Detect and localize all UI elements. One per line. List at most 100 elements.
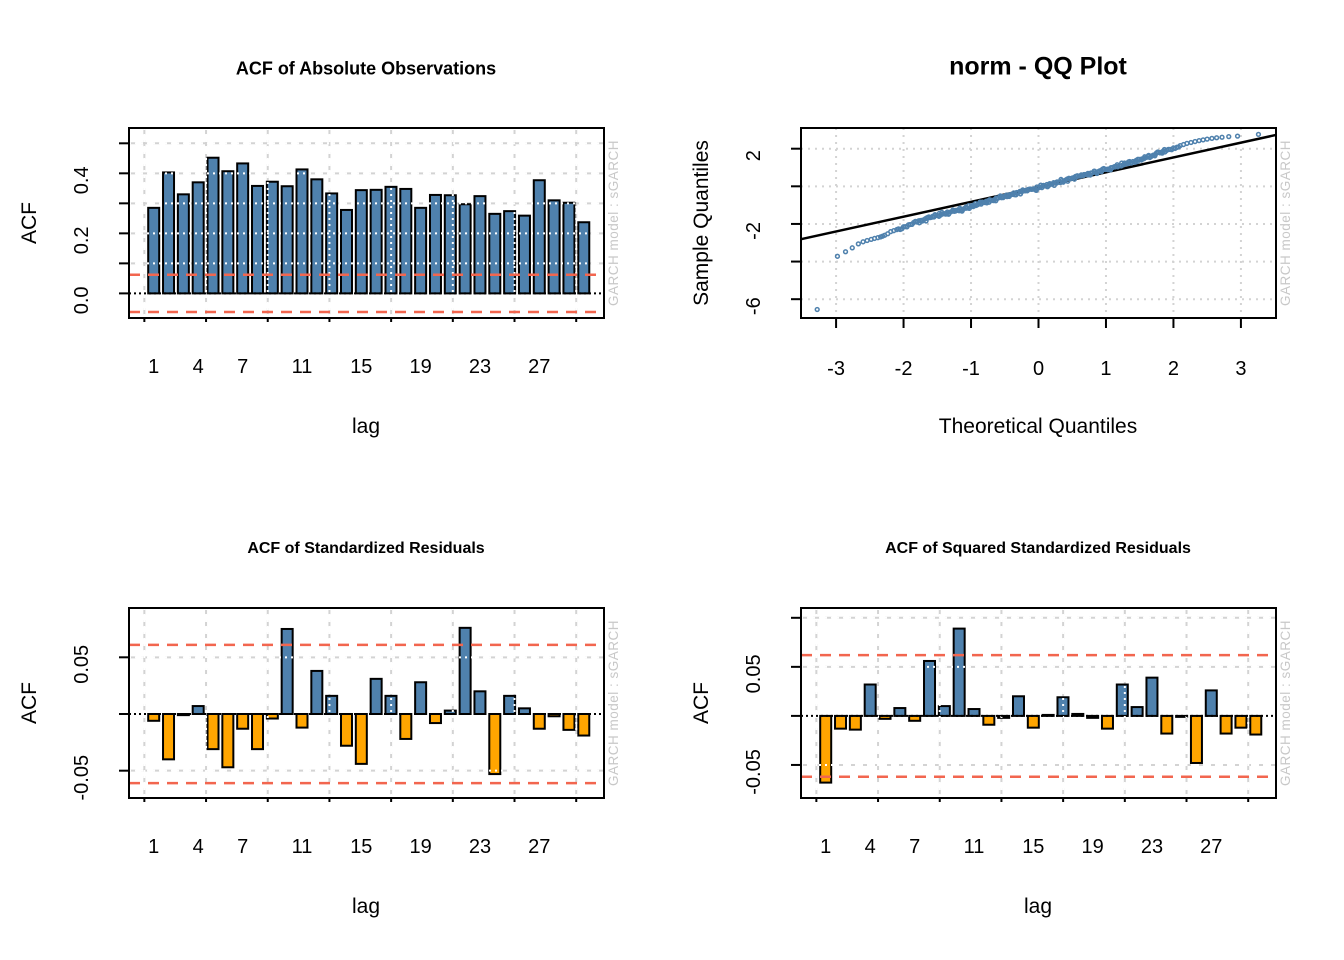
plot-box	[128, 127, 605, 319]
plot-title: norm - QQ Plot	[949, 52, 1127, 81]
acf-bar-lag-13	[325, 192, 339, 295]
qq-point	[1219, 134, 1225, 140]
x-axis-title: lag	[351, 895, 381, 918]
acf-standardized-residuals-plot: 0.05 -0.05 1 4 7 11 15 19 23 27 GARCH model : sGAR…	[71, 607, 621, 858]
qq-point	[1204, 136, 1210, 142]
acf-bar-lag-23	[473, 690, 487, 715]
acf-absolute-observations-plot: 0.0 0.2 0.4 1 4 7 11 15 19 23 27 GARCH model : sGAR…	[71, 127, 621, 378]
acf-bar-lag-11	[967, 708, 981, 717]
acf-bar-lag-4	[863, 683, 877, 717]
acf-bar-lag-16	[369, 677, 383, 715]
acf-bar-lag-15	[354, 189, 368, 295]
acf-bar-lag-3	[176, 193, 190, 295]
qq-point	[1159, 150, 1165, 156]
y-axis-tick-label: 0.05	[71, 645, 93, 684]
acf-bar-lag-21	[443, 194, 457, 295]
acf-bar-lag-30	[577, 712, 591, 737]
x-axis-tick-label: 7	[909, 836, 920, 858]
acf-bar-lag-18	[399, 712, 413, 740]
x-axis-tick-label: 1	[1100, 358, 1111, 380]
acf-bar-lag-13	[325, 694, 339, 715]
acf-bar-lag-4	[191, 181, 205, 295]
x-axis-tick-label: 15	[1022, 836, 1044, 858]
watermark-text: GARCH model : sGARCH	[1278, 140, 1293, 306]
x-axis-tick-label: -2	[895, 358, 913, 380]
acf-bar-lag-15	[354, 712, 368, 765]
qq-point	[1213, 135, 1220, 141]
x-axis-tick-label: 1	[148, 836, 159, 858]
qq-point	[990, 197, 997, 204]
acf-bar-lag-16	[369, 188, 383, 295]
x-axis-tick-label: 4	[193, 356, 204, 378]
acf-bar-lag-3	[176, 712, 190, 717]
acf-bar-lag-1	[147, 206, 161, 295]
qq-point	[1184, 140, 1190, 147]
x-axis-tick-label: 7	[237, 836, 248, 858]
x-axis-tick-label: 23	[469, 356, 491, 378]
qq-outlier-point	[814, 306, 820, 313]
qq-point	[842, 249, 849, 255]
qq-point	[1196, 137, 1202, 144]
x-axis-tick-label: 11	[292, 356, 313, 378]
panel-acf-standardized-residuals: 0.05 -0.05 1 4 7 11 15 19 23 27 GARCH model : sGAR…	[0, 480, 672, 960]
plot-box	[128, 607, 605, 799]
x-axis-tick-label: 3	[1235, 358, 1246, 380]
acf-bar-lag-27	[532, 179, 546, 295]
acf-bar-lag-13	[997, 714, 1011, 719]
acf-bar-lag-5	[206, 712, 220, 751]
acf-bar-lag-10	[952, 627, 966, 717]
acf-bar-lag-14	[339, 208, 353, 295]
plot-box	[800, 607, 1277, 799]
acf-bar-lag-27	[532, 712, 546, 730]
acf-bar-lag-6	[893, 707, 907, 717]
x-axis-tick-label: 27	[528, 356, 550, 378]
acf-bar-lag-12	[310, 178, 324, 295]
acf-bar-lag-28	[547, 199, 561, 295]
qq-point	[1188, 139, 1194, 146]
y-axis-title: ACF	[690, 682, 713, 724]
acf-bar-lag-25	[503, 210, 517, 295]
y-axis-tick-label: -2	[743, 222, 765, 240]
y-axis-tick-label: 2	[743, 150, 765, 161]
acf-bar-lag-12	[310, 669, 324, 715]
qq-point	[1105, 167, 1111, 173]
y-axis-tick-label: -0.05	[743, 749, 765, 795]
y-axis-tick-label: 0.4	[71, 166, 93, 194]
plot-title: ACF of Squared Standardized Residuals	[885, 540, 1191, 557]
y-axis-tick-label: 0.2	[71, 226, 93, 254]
acf-bar-lag-5	[878, 714, 892, 720]
acf-bar-lag-29	[1234, 714, 1248, 729]
acf-bar-lag-21	[1115, 683, 1129, 717]
acf-bar-lag-23	[1145, 676, 1159, 717]
plot-title: ACF of Standardized Residuals	[247, 540, 485, 557]
acf-bar-lag-30	[1249, 714, 1263, 736]
x-axis-tick-label: 1	[820, 836, 831, 858]
acf-bar-lag-1	[147, 712, 161, 722]
qq-point	[1226, 134, 1232, 140]
qq-point	[1192, 138, 1198, 145]
panel-acf-absolute-observations: 0.0 0.2 0.4 1 4 7 11 15 19 23 27 GARCH model : sGAR…	[0, 0, 672, 480]
x-axis-tick-label: 19	[1082, 836, 1104, 858]
x-axis-tick-label: 2	[1168, 358, 1179, 380]
qq-point	[855, 241, 862, 247]
x-axis-tick-label: 23	[1141, 836, 1163, 858]
x-axis-tick-label: 11	[964, 836, 985, 858]
acf-bar-lag-29	[562, 201, 576, 295]
qq-point	[1234, 133, 1241, 139]
plot-title: ACF of Absolute Observations	[235, 58, 497, 79]
qq-point	[1255, 131, 1262, 138]
acf-bar-lag-2	[162, 712, 176, 761]
acf-bar-lag-28	[1219, 714, 1233, 735]
x-axis-title: lag	[1023, 895, 1053, 918]
y-axis-title: Sample Quantiles	[690, 140, 713, 306]
x-axis-tick-label: 23	[469, 836, 491, 858]
x-axis-tick-label: 27	[528, 836, 550, 858]
qq-point	[1209, 135, 1215, 141]
acf-bar-lag-19	[414, 206, 428, 295]
acf-bar-lag-1	[819, 714, 833, 784]
y-axis-tick-label: -0.05	[71, 755, 93, 801]
acf-bar-lag-22	[1130, 706, 1144, 717]
x-axis-title: lag	[351, 415, 381, 438]
acf-bar-lag-7	[908, 714, 922, 722]
